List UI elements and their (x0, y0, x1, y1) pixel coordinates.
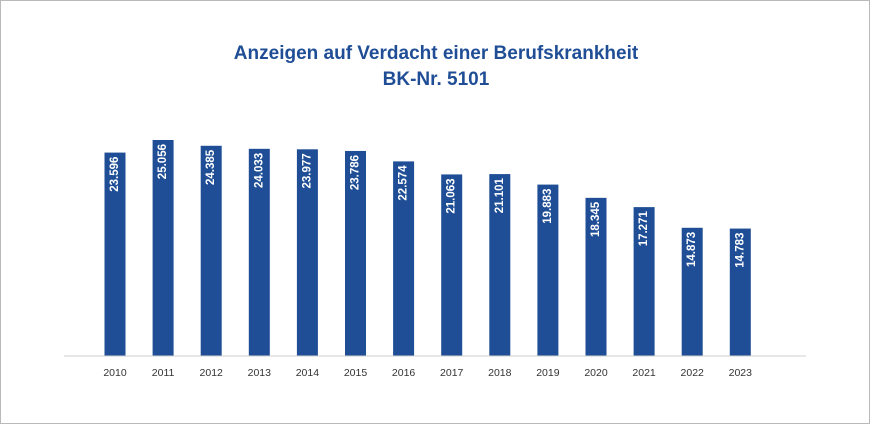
bar-2015 (345, 150, 366, 356)
bar-value-label: 24.385 (205, 149, 217, 185)
bar-value-label: 19.883 (542, 189, 554, 224)
x-tick-label: 2014 (296, 367, 320, 379)
x-tick-label: 2010 (103, 367, 127, 379)
bar-2017 (441, 174, 463, 356)
x-tick-label: 2013 (248, 367, 272, 379)
bar-2010 (104, 152, 126, 356)
x-tick-labels: 2010 2011 2012 2013 2014 2015 2016 2017 2018 2019… (103, 367, 752, 379)
x-tick-label: 2022 (681, 367, 705, 379)
bar-2016 (393, 161, 415, 356)
bar-value-label: 22.574 (398, 165, 410, 201)
x-tick-label: 2012 (200, 367, 224, 379)
bar-value-label: 21.063 (446, 178, 458, 213)
bar-2014 (296, 149, 318, 356)
x-tick-label: 2023 (729, 367, 753, 379)
x-tick-label: 2020 (584, 367, 608, 379)
bar-value-label: 21.101 (494, 178, 506, 214)
bar-2013 (248, 148, 270, 356)
chart-title: Anzeigen auf Verdacht einer Berufskrankh… (233, 43, 639, 64)
bar-2018 (489, 174, 511, 356)
bar-2012 (200, 145, 222, 356)
bar-2023 (729, 228, 751, 356)
x-tick-label: 2015 (344, 367, 368, 379)
bar-2022 (681, 227, 703, 356)
x-tick-label: 2018 (488, 367, 512, 379)
bar-value-label: 24.033 (253, 153, 265, 188)
x-tick-label: 2011 (152, 367, 175, 379)
bar-2019 (537, 184, 559, 356)
bar-value-label: 14.783 (734, 233, 746, 268)
x-tick-label: 2021 (632, 367, 656, 379)
x-tick-label: 2017 (440, 367, 464, 379)
bar-value-label: 23.786 (350, 155, 362, 190)
bar-value-label: 25.056 (157, 144, 169, 179)
bar-2020 (585, 197, 607, 356)
bar-value-label: 14.873 (686, 232, 698, 267)
x-tick-label: 2016 (392, 367, 416, 379)
x-tick-label: 2019 (536, 367, 560, 379)
bar-value-label: 23.977 (301, 153, 313, 188)
bar-value-label: 18.345 (590, 201, 602, 237)
bar-2011 (152, 140, 174, 356)
chart-subtitle: BK-Nr. 5101 (382, 69, 490, 90)
bar-2021 (633, 207, 655, 356)
bars-group: 23.596 25.056 24.385 24.033 23.977 23.786 22.5… (104, 140, 751, 356)
bar-value-label: 17.271 (638, 211, 650, 247)
bar-value-label: 23.596 (109, 157, 121, 192)
